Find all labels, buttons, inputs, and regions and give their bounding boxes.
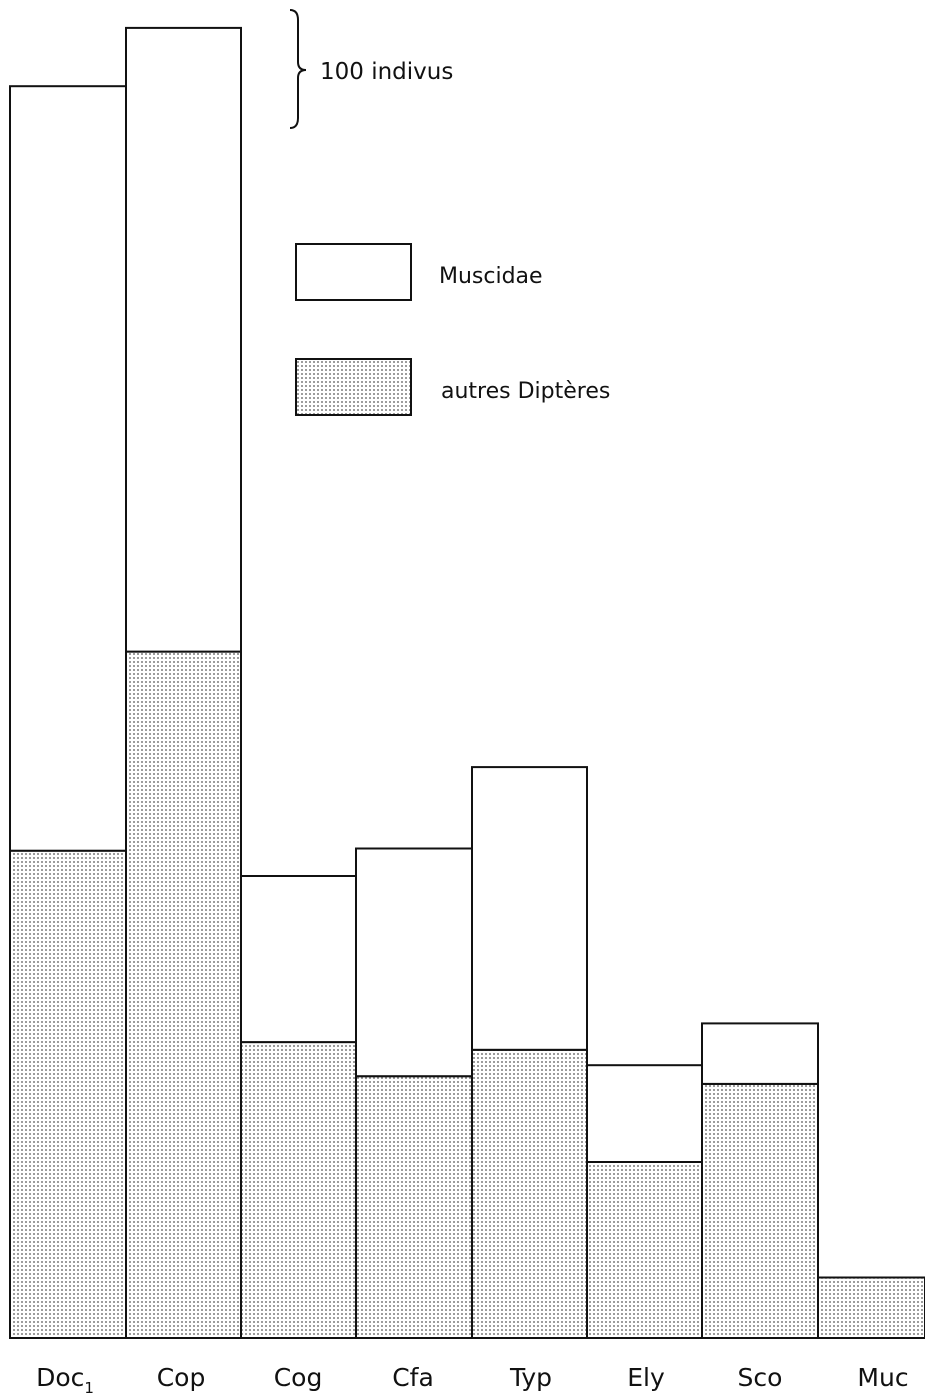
bar-cfa-muscidae [355,847,473,1078]
scale-brace [289,9,307,129]
bar-doc-autres-dipteres [9,849,127,1339]
legend-label-autres-dipteres: autres Diptères [441,379,610,404]
bar-ely-autres-dipteres [586,1161,703,1339]
legend-label-muscidae: Muscidae [439,264,543,289]
category-label-cog: Cog [274,1363,323,1392]
bar-sco-muscidae [701,1022,819,1085]
bar-doc-muscidae [9,85,127,852]
category-label-cfa: Cfa [392,1363,434,1392]
bar-typ-muscidae [471,766,588,1051]
category-labels: Doc1 Cop Cog Cfa Typ Ely Sco Muc [36,1363,909,1394]
bar-sco-autres-dipteres [701,1082,819,1340]
category-label-muc: Muc [857,1363,908,1392]
legend: Muscidae autres Diptères [295,243,610,416]
legend-swatch-autres-dipteres [295,358,412,416]
bar-cop-muscidae [125,26,242,653]
category-subscript-doc: 1 [84,1379,94,1394]
bar-muc-autres-dipteres [817,1276,925,1339]
scale-bar: 100 indivus [289,9,453,129]
bars-layer [9,26,925,1340]
category-label-cop: Cop [157,1363,206,1392]
category-label-doc: Doc1 [36,1363,94,1394]
bar-cog-muscidae [240,875,357,1044]
category-label-typ: Typ [509,1363,552,1392]
bar-cog-autres-dipteres [240,1041,357,1339]
bar-cop-autres-dipteres [125,650,242,1339]
category-label-ely: Ely [627,1363,665,1392]
scale-label: 100 indivus [320,59,453,85]
legend-swatch-muscidae [295,243,412,301]
bar-typ-autres-dipteres [471,1048,588,1340]
bar-ely-muscidae [586,1064,703,1163]
category-label-sco: Sco [738,1363,783,1392]
bar-cfa-autres-dipteres [355,1075,473,1339]
